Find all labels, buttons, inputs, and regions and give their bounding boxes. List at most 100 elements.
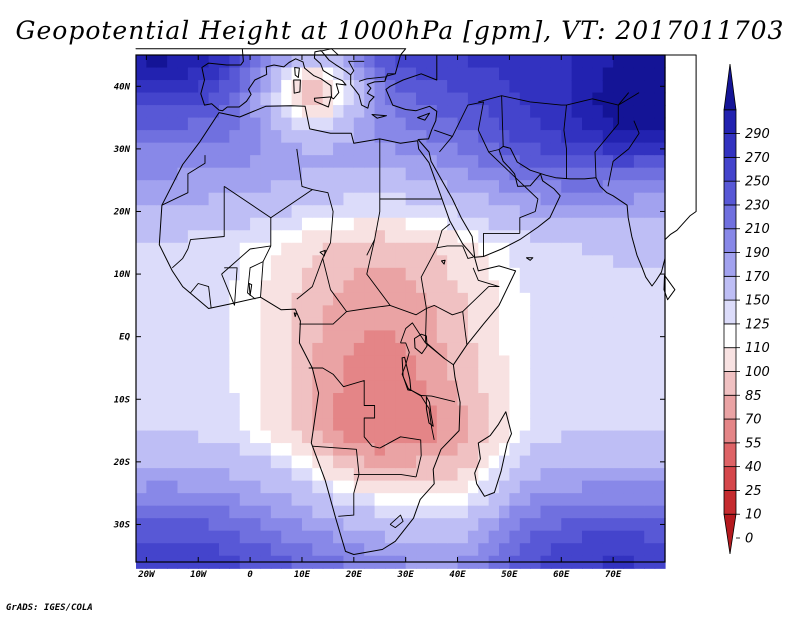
field-cell — [571, 530, 583, 544]
field-cell — [467, 355, 479, 369]
field-cell — [592, 130, 604, 144]
field-cell — [644, 80, 656, 94]
field-cell — [301, 192, 313, 206]
field-cell — [198, 518, 210, 532]
field-cell — [447, 305, 459, 319]
field-cell — [571, 280, 583, 294]
field-cell — [333, 305, 345, 319]
field-cell — [592, 255, 604, 269]
field-cell — [218, 242, 230, 256]
field-cell — [146, 55, 158, 69]
field-cell — [281, 355, 293, 369]
field-cell — [177, 342, 189, 357]
field-cell — [364, 330, 376, 344]
field-cell — [239, 393, 251, 407]
field-cell — [239, 205, 251, 219]
field-cell — [198, 455, 210, 469]
field-cell — [499, 505, 511, 519]
field-cell — [426, 67, 438, 81]
field-cell — [644, 330, 656, 344]
field-cell — [571, 230, 583, 244]
field-cell — [602, 505, 614, 519]
field-cell — [312, 117, 324, 131]
field-cell — [540, 518, 552, 532]
field-cell — [208, 67, 220, 81]
field-cell — [478, 55, 490, 69]
field-cell — [416, 267, 428, 281]
country-border — [224, 267, 238, 306]
field-cell — [540, 367, 552, 382]
field-cell — [156, 92, 168, 106]
field-cell — [550, 80, 562, 94]
field-cell — [250, 217, 262, 231]
field-cell — [499, 305, 511, 319]
field-cell — [250, 105, 262, 119]
field-cell — [167, 280, 179, 294]
field-cell — [530, 230, 542, 244]
field-cell — [426, 242, 438, 256]
field-cell — [208, 455, 220, 469]
field-cell — [374, 130, 386, 144]
field-cell — [167, 443, 179, 457]
field-cell — [550, 117, 562, 131]
field-cell — [405, 393, 417, 407]
field-cell — [301, 167, 313, 181]
field-cell — [633, 480, 645, 494]
colorbar: 0102540557085100110125150170190210230250… — [723, 63, 770, 555]
field-cell — [416, 430, 428, 444]
field-cell — [229, 67, 241, 81]
field-cell — [550, 418, 562, 432]
field-cell — [301, 305, 313, 319]
field-cell — [571, 142, 583, 156]
field-cell — [530, 292, 542, 306]
field-cell — [561, 505, 573, 519]
field-cell — [509, 505, 521, 519]
field-cell — [250, 530, 262, 544]
field-cell — [374, 455, 386, 469]
field-cell — [343, 367, 355, 382]
field-cell — [146, 405, 158, 419]
field-cell — [218, 280, 230, 294]
field-cell — [239, 242, 251, 256]
field-cell — [177, 117, 189, 131]
field-cell — [291, 518, 303, 532]
colorbar-label: 85 — [745, 389, 762, 404]
field-cell — [374, 230, 386, 244]
field-cell — [592, 317, 604, 332]
field-cell — [291, 393, 303, 407]
field-cell — [602, 393, 614, 407]
field-cell — [146, 192, 158, 206]
field-cell — [291, 480, 303, 494]
field-cell — [239, 342, 251, 357]
field-cell — [136, 167, 147, 181]
field-cell — [291, 67, 303, 81]
field-cell — [291, 267, 303, 281]
field-cell — [167, 292, 179, 306]
field-cell — [416, 480, 428, 494]
field-cell — [488, 530, 500, 544]
field-cell — [187, 367, 199, 382]
field-cell — [343, 317, 355, 332]
field-cell — [229, 430, 241, 444]
field-cell — [353, 493, 365, 507]
field-cell — [312, 330, 324, 344]
field-cell — [208, 342, 220, 357]
field-cell — [509, 155, 521, 169]
colorbar-label: 210 — [745, 222, 770, 237]
field-cell — [436, 267, 448, 281]
field-cell — [364, 205, 376, 219]
field-cell — [467, 80, 479, 94]
field-cell — [395, 205, 407, 219]
field-cell — [613, 205, 625, 219]
field-cell — [644, 230, 656, 244]
country-border — [358, 76, 385, 82]
field-cell — [343, 355, 355, 369]
field-cell — [156, 480, 168, 494]
field-cell — [654, 305, 666, 319]
field-cell — [270, 543, 282, 557]
field-cell — [333, 405, 345, 419]
field-cell — [447, 292, 459, 306]
field-cell — [364, 130, 376, 144]
field-cell — [374, 418, 386, 432]
field-cell — [270, 230, 282, 244]
